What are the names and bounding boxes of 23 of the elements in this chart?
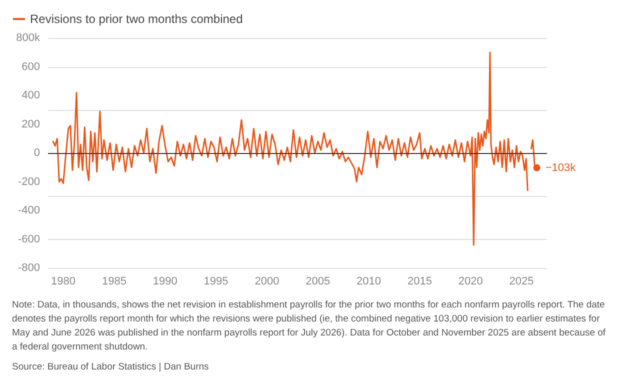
legend-label: Revisions to prior two months combined	[30, 12, 243, 26]
annotation: −103k	[545, 162, 576, 174]
y-tick-label: -200	[18, 176, 40, 188]
x-tick-label: 2015	[407, 276, 432, 288]
source-note: Source: Bureau of Labor Statistics | Dan Burns	[12, 362, 210, 372]
x-tick-label: 1995	[204, 276, 228, 288]
x-tick-label: 2020	[458, 276, 483, 288]
x-tick-label: 1985	[102, 276, 126, 288]
y-tick-label: -600	[18, 233, 40, 246]
y-tick-label: 600	[22, 60, 40, 73]
x-tick-label: 1990	[152, 276, 178, 288]
x-tick-label: 2000	[254, 276, 280, 288]
y-tick-label: -400	[18, 204, 40, 216]
x-tick-label: 1980	[51, 276, 76, 288]
y-tick-label: 800k	[16, 32, 40, 44]
text: Note: Data, in thousands, shows the net revision in establishment payrolls for the prior two months for each nonfarm payrolls report. The date denotes the payrolls report month for which the revisions were published (ie, the combined negative 103,000 revision to earlier estimates for May and June 2026 was published in the nonfarm payrolls report for July 2026). Data for October and November 2025 are absent because of a federal government shutdown.	[12, 300, 608, 352]
x-tick-label: 2010	[356, 276, 382, 288]
x-tick-label: 2025	[509, 276, 534, 288]
y-tick-label: -800	[18, 262, 40, 274]
x-tick-label: 2005	[306, 276, 330, 288]
y-tick-label: 0	[34, 147, 40, 159]
y-tick-label: 200	[22, 118, 40, 130]
y-tick-label: 400	[22, 90, 40, 102]
